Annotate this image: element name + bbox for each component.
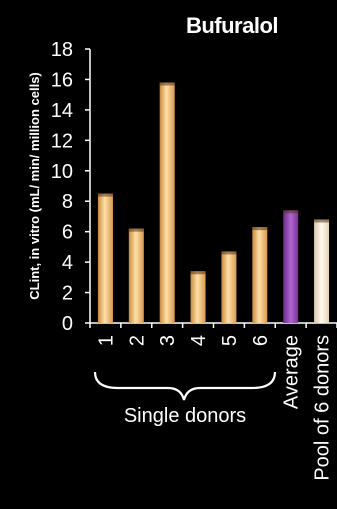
y-tick-label: 14 (51, 100, 73, 122)
bar-donor-3-cap (159, 82, 175, 86)
bar-donor-2-cap (128, 228, 144, 232)
y-tick-label: 0 (62, 313, 73, 335)
x-tick-label: 5 (219, 335, 241, 346)
bar-donor-6-cap (252, 227, 268, 231)
bar-donor-4 (190, 271, 206, 323)
y-tick-label: 4 (62, 252, 73, 274)
bars (97, 82, 330, 323)
x-tick-label: 1 (95, 335, 117, 346)
x-tick-labels: 1 2 3 4 5 6 Average Pool of 6 donors (95, 335, 333, 481)
y-tick-label: 2 (62, 283, 73, 305)
bar-average (283, 210, 299, 323)
bar-donor-5-cap (221, 251, 237, 255)
single-donors-label: Single donors (124, 405, 246, 427)
y-ticks: 0 2 4 6 8 10 12 14 16 18 (51, 39, 90, 335)
x-tick-label: Pool of 6 donors (312, 335, 334, 481)
x-tick-label: 2 (126, 335, 148, 346)
bar-donor-4-cap (190, 271, 206, 275)
x-tick-label: 6 (250, 335, 272, 346)
bar-pool (314, 219, 330, 323)
bar-donor-2 (128, 228, 144, 323)
bar-donor-6 (252, 227, 268, 323)
bar-donor-3 (159, 82, 175, 323)
x-tick-label: 3 (157, 335, 179, 346)
axes (89, 49, 337, 328)
bar-donor-1 (97, 193, 113, 323)
y-tick-label: 16 (51, 69, 73, 91)
y-tick-label: 10 (51, 161, 73, 183)
chart-title: Bufuralol (186, 13, 278, 38)
single-donors-brace (93, 371, 277, 401)
bar-donor-1-cap (97, 193, 113, 197)
x-tick-label: Average (281, 335, 303, 409)
bar-donor-5 (221, 251, 237, 323)
y-tick-label: 18 (51, 39, 73, 61)
bar-average-cap (283, 210, 299, 214)
y-tick-label: 12 (51, 130, 73, 152)
y-tick-label: 8 (62, 191, 73, 213)
bar-pool-cap (314, 219, 330, 223)
x-tick-label: 4 (188, 335, 210, 346)
y-axis-label: CLint, in vitro (mL/ min/ million cells) (27, 72, 42, 300)
y-tick-label: 6 (62, 222, 73, 244)
